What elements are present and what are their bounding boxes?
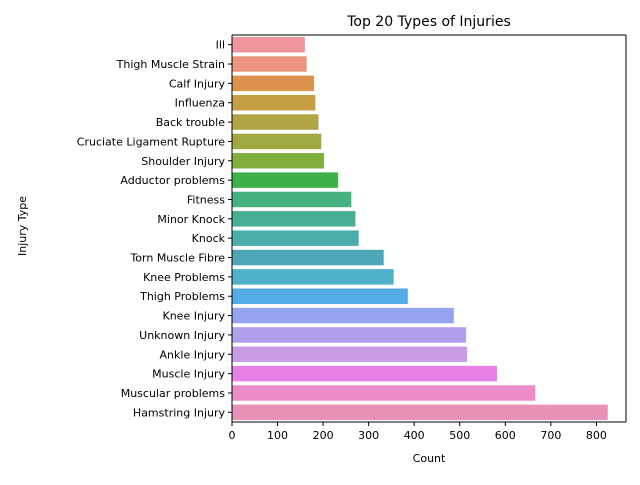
- x-tick-label: 100: [267, 429, 288, 442]
- bar: [232, 365, 498, 382]
- bar: [232, 211, 356, 227]
- y-tick-label: Shoulder Injury: [141, 155, 225, 168]
- x-tick-label: 800: [586, 429, 607, 442]
- x-axis-label: Count: [413, 452, 446, 465]
- y-tick-labels: Ill Thigh Muscle Strain Calf Injury Influen…: [77, 39, 232, 419]
- bar: [232, 172, 339, 188]
- bar: [232, 133, 322, 150]
- bar: [232, 114, 319, 130]
- bar: [232, 346, 468, 363]
- bar: [232, 56, 307, 72]
- y-tick-label: Back trouble: [156, 116, 226, 129]
- y-tick-label: Cruciate Ligament Rupture: [77, 135, 225, 148]
- x-tick-label: 700: [540, 429, 561, 442]
- x-tick-label: 0: [229, 429, 236, 442]
- y-axis-label: Injury Type: [16, 196, 29, 256]
- y-tick-label: Hamstring Injury: [133, 406, 226, 419]
- bar: [232, 288, 408, 304]
- y-tick-label: Knock: [192, 232, 226, 245]
- bar: [232, 385, 536, 401]
- bar: [232, 75, 314, 92]
- bar: [232, 153, 325, 169]
- y-tick-label: Ankle Injury: [160, 348, 226, 361]
- chart-title: Top 20 Types of Injuries: [346, 14, 511, 30]
- x-axis: 0 100 200 300 400 500 600 700 800: [229, 422, 607, 442]
- bar: [232, 327, 467, 343]
- x-tick-label: 600: [495, 429, 516, 442]
- y-tick-label: Thigh Problems: [139, 290, 225, 303]
- bar: [232, 94, 316, 111]
- y-tick-label: Minor Knock: [157, 213, 225, 226]
- y-tick-label: Ill: [216, 39, 225, 52]
- y-tick-label: Influenza: [175, 97, 225, 110]
- bars-group: [232, 36, 608, 421]
- x-tick-label: 500: [449, 429, 470, 442]
- y-tick-label: Knee Injury: [163, 310, 226, 323]
- bar: [232, 249, 384, 266]
- bar: [232, 404, 608, 421]
- y-tick-label: Muscular problems: [121, 387, 226, 400]
- y-tick-label: Knee Problems: [143, 271, 225, 284]
- y-tick-label: Unknown Injury: [139, 329, 225, 342]
- x-tick-label: 400: [404, 429, 425, 442]
- bar: [232, 36, 305, 53]
- bar: [232, 230, 359, 246]
- x-tick-label: 200: [313, 429, 334, 442]
- bar: [232, 191, 352, 208]
- x-tick-label: 300: [358, 429, 379, 442]
- bar: [232, 269, 394, 285]
- y-tick-label: Thigh Muscle Strain: [116, 58, 225, 71]
- y-tick-label: Torn Muscle Fibre: [129, 252, 225, 265]
- y-tick-label: Adductor problems: [120, 174, 225, 187]
- bar: [232, 307, 454, 324]
- y-tick-label: Muscle Injury: [152, 368, 225, 381]
- y-tick-label: Calf Injury: [169, 77, 226, 90]
- y-tick-label: Fitness: [187, 193, 225, 206]
